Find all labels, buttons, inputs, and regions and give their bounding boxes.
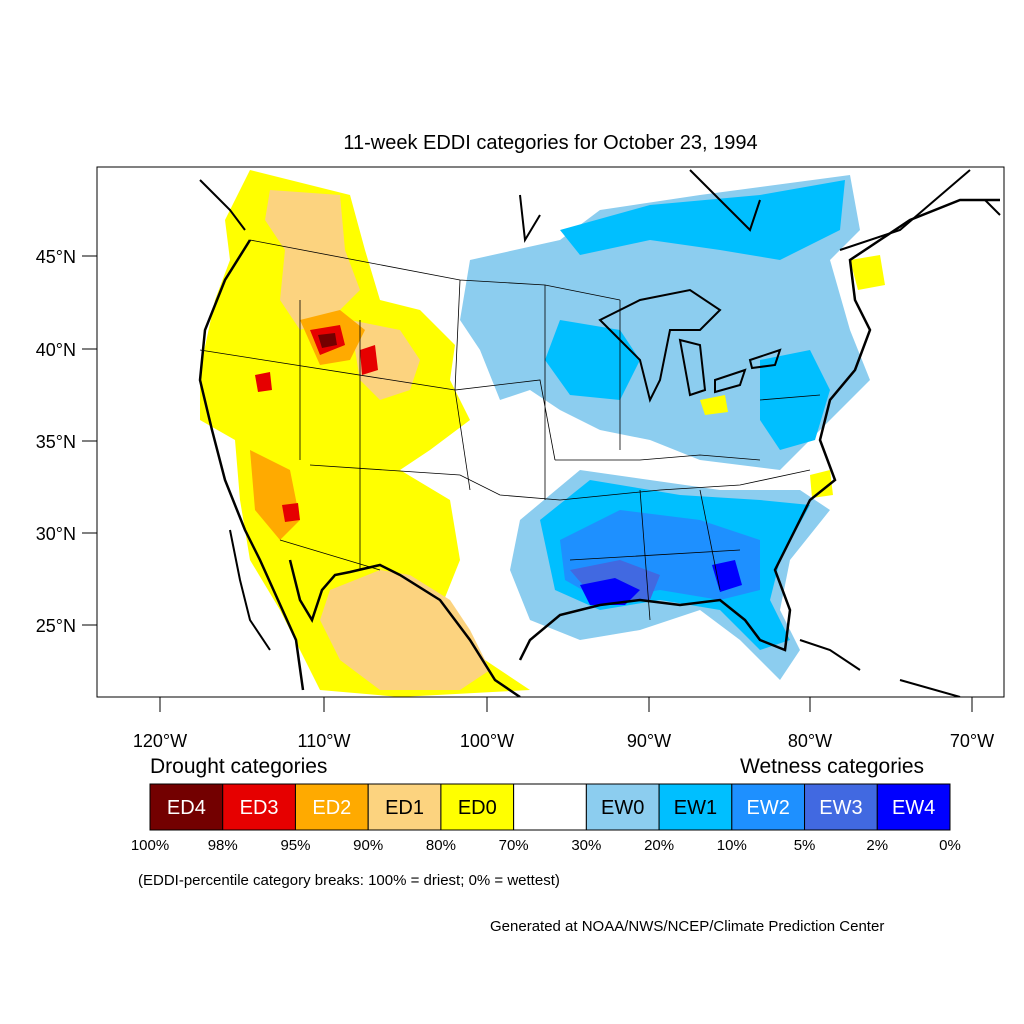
legend-break-label: 90% [353,837,383,854]
legend-box-label: ED4 [167,797,206,819]
legend-break-label: 70% [499,837,529,854]
ew1-great-lakes-region [545,320,640,400]
ew1-north-region [560,180,845,260]
legend-break-label: 2% [866,837,888,854]
legend-box-ed3 [222,783,296,831]
mexico-coast [229,529,961,697]
wetness-categories-title: Wetness categories [740,755,925,778]
category-breaks-note: (EDDI-percentile category breaks: 100% =… [138,872,560,889]
lon-label-120: 120°W [133,731,187,751]
legend-box-ew2 [731,783,806,831]
lat-label-35: 35°N [36,432,76,452]
legend-break-label: 20% [644,837,674,854]
great-lakes [598,288,782,403]
ed4-idaho-spot [318,333,337,348]
map-title: 11-week EDDI categories for October 23, … [343,132,758,154]
legend-box-label: EW0 [601,797,644,819]
legend-box-ew0 [585,783,660,831]
legend-box-label: EW3 [819,797,862,819]
legend-box-ed2 [294,783,369,831]
ed1-northwest-region [265,190,360,330]
coastline [198,198,1000,697]
map-frame [96,166,1005,698]
legend-box-neutral [513,783,587,831]
ew4-louisiana-spot [580,578,640,605]
legend-box-label: ED3 [240,797,279,819]
canada-coast [199,169,1001,251]
drought-categories-title: Drought categories [150,755,328,778]
legend-box-ed4 [149,783,224,831]
ed1-mexico-region [320,570,490,690]
map-field [198,169,1001,697]
lat-label-40: 40°N [36,340,76,360]
lat-label-30: 30°N [36,524,76,544]
legend-break-label: 98% [208,837,238,854]
ed3-oregon-spot [255,372,272,392]
lon-label-100: 100°W [460,731,514,751]
ed3-arizona-spot [282,503,300,522]
legend-break-label: 95% [280,837,310,854]
legend-boxes: ED4 ED3 ED2 ED1 ED0 EW0 EW1 EW2 EW3 EW4 [149,783,951,831]
legend-box-label: ED1 [385,797,424,819]
legend-box-label: ED2 [312,797,351,819]
lat-label-45: 45°N [36,247,76,267]
lon-label-80: 80°W [788,731,832,751]
lon-label-70: 70°W [950,731,994,751]
legend-box-label: EW4 [892,797,935,819]
legend-breaks: 100% 98% 95% 90% 80% 70% 30% 20% 10% 5% 2% 0% [131,837,961,854]
legend-box-ed0 [440,783,515,831]
ew4-georgia-spot [712,560,742,592]
latitude-axis: 45°N 40°N 35°N 30°N 25°N [36,247,97,636]
legend-box-label: ED0 [458,797,497,819]
legend-break-label: 100% [131,837,169,854]
legend-box-ed1 [367,783,442,831]
legend-break-label: 80% [426,837,456,854]
credit-line: Generated at NOAA/NWS/NCEP/Climate Predi… [490,918,885,935]
ed3-wyoming-spot [360,345,378,375]
legend-box-ew4 [876,783,951,831]
lon-label-90: 90°W [627,731,671,751]
legend-break-label: 10% [717,837,747,854]
ew1-northeast-region [760,350,830,450]
ed1-rockies-region [350,320,420,400]
legend-box-label: EW2 [747,797,790,819]
legend-break-label: 30% [571,837,601,854]
state-borders [199,239,821,621]
legend-box-ew3 [804,783,878,831]
longitude-axis: 120°W 110°W 100°W 90°W 80°W 70°W [133,697,994,751]
lon-label-110: 110°W [298,731,351,751]
legend-break-label: 5% [794,837,816,854]
legend-break-label: 0% [939,837,961,854]
legend-box-label: EW1 [674,797,717,819]
legend-box-ew1 [658,783,733,831]
lat-label-25: 25°N [36,616,76,636]
ed0-east-spots [700,255,885,498]
